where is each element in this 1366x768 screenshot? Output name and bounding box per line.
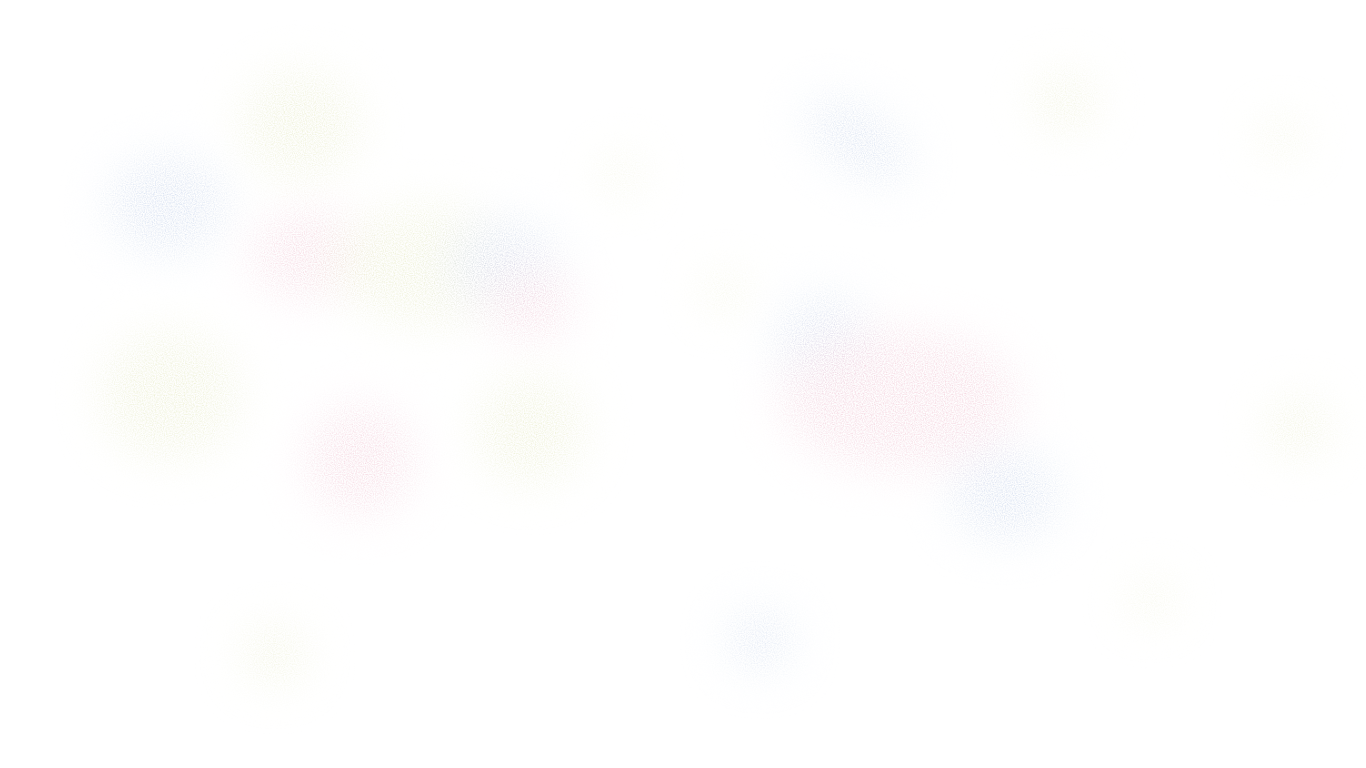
yellow-blob [1130, 580, 1174, 620]
yellow-blob [1260, 118, 1304, 158]
yellow-blob [703, 272, 747, 312]
blue-blob [108, 155, 228, 255]
blue-blob [950, 450, 1060, 540]
yellow-blob [475, 375, 585, 485]
blue-blob [728, 610, 792, 670]
yellow-blob [1033, 72, 1097, 132]
pink-blob [780, 330, 1020, 470]
yellow-blob [602, 155, 642, 195]
yellow-blob [240, 70, 360, 180]
yellow-blob [1266, 398, 1330, 458]
blue-blob [805, 97, 911, 183]
yellow-blob [243, 625, 307, 685]
pink-blob [305, 405, 415, 515]
pink-blob [485, 270, 575, 340]
yellow-blob [100, 330, 240, 460]
